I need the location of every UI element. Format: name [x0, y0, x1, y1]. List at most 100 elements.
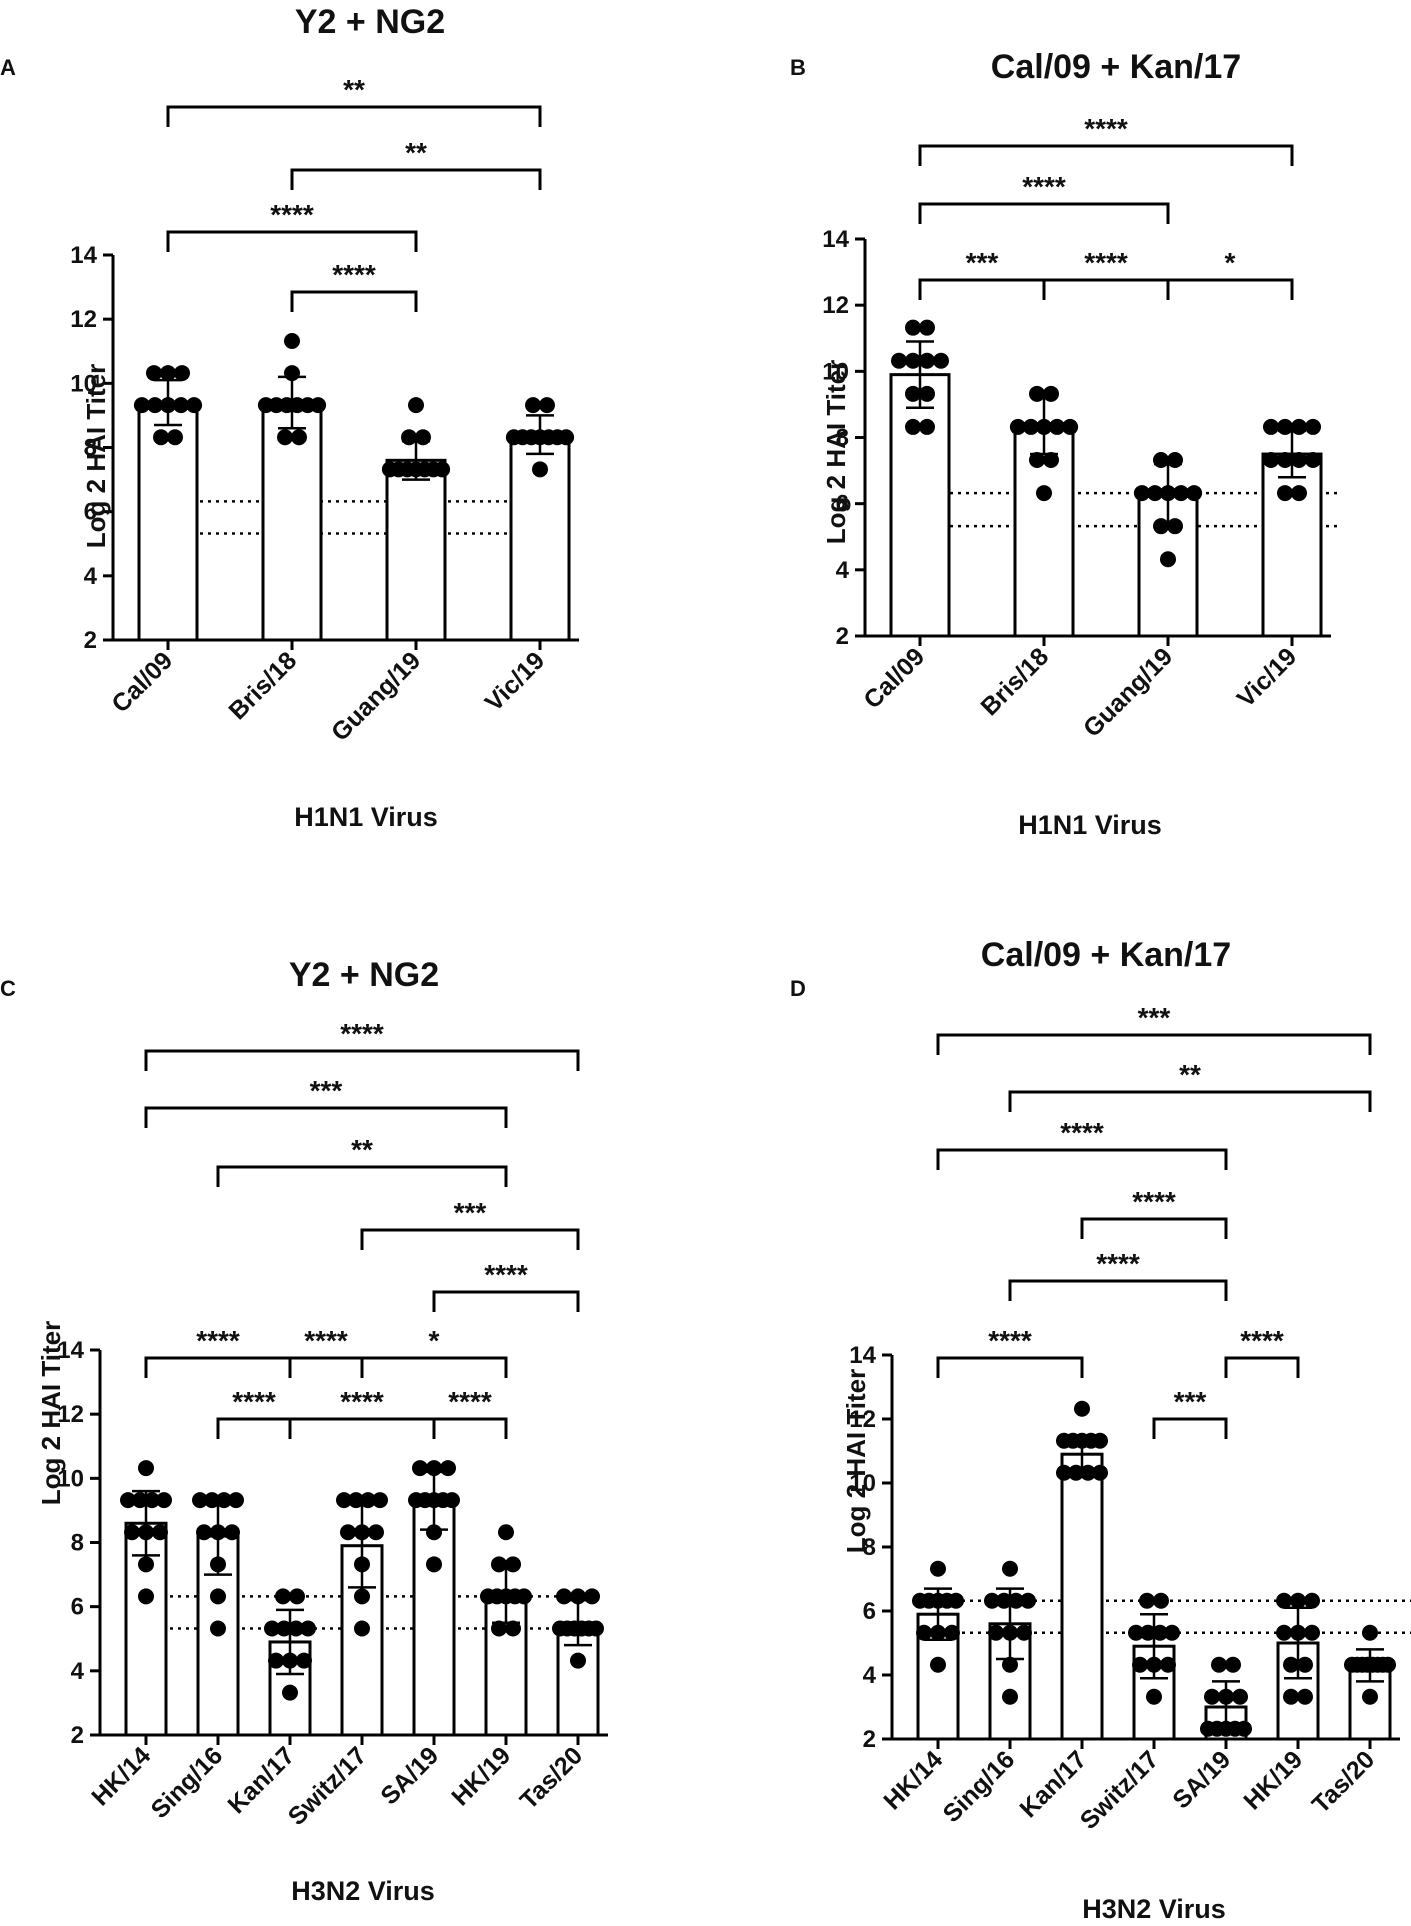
data-point: [1139, 1592, 1155, 1609]
significance-label: ****: [304, 1325, 348, 1356]
data-point: [1276, 1624, 1292, 1641]
bar: [1060, 1452, 1104, 1741]
significance-label: *: [1225, 247, 1236, 278]
significance-label: ***: [454, 1197, 487, 1228]
y-tick-label: 10: [70, 370, 97, 397]
data-point: [1092, 1432, 1108, 1449]
data-point: [588, 1620, 604, 1637]
data-point: [919, 319, 935, 336]
data-point: [1263, 418, 1279, 435]
significance-label: ****: [1132, 1186, 1176, 1217]
data-point: [268, 1652, 284, 1669]
data-point: [1291, 485, 1307, 502]
panel-a-letter: A: [0, 55, 16, 80]
data-point: [1128, 1624, 1144, 1641]
y-tick-label: 6: [863, 1598, 876, 1625]
data-point: [216, 1492, 232, 1509]
significance-label: ****: [196, 1325, 240, 1356]
data-point: [491, 1556, 507, 1573]
significance-bracket: [360, 1356, 508, 1378]
data-point: [1290, 1592, 1306, 1609]
significance-bracket: [360, 1228, 580, 1250]
data-point: [224, 1524, 240, 1541]
data-point: [905, 418, 921, 435]
data-point: [348, 1492, 364, 1509]
data-point: [891, 352, 907, 369]
significance-bracket: [432, 1290, 580, 1312]
data-point: [282, 1652, 298, 1669]
significance-label: ****: [448, 1386, 492, 1417]
data-point: [291, 429, 307, 446]
data-point: [153, 429, 169, 446]
x-tick-label: Vic/19: [480, 646, 551, 717]
x-tick-label: HK/19: [1238, 1745, 1308, 1815]
data-point: [186, 397, 203, 414]
data-point: [1290, 1624, 1306, 1641]
y-tick-label: 6: [84, 499, 97, 526]
data-point: [1276, 1592, 1292, 1609]
data-point: [1160, 1656, 1176, 1673]
data-point: [300, 1620, 316, 1637]
significance-bracket: [918, 144, 1294, 166]
data-point: [276, 1620, 292, 1637]
data-point: [1132, 1656, 1148, 1673]
panel-a-x-axis-label: H1N1 Virus: [294, 802, 438, 832]
y-tick-label: 2: [71, 1722, 84, 1749]
x-tick-label: Vic/19: [1232, 642, 1303, 713]
data-point: [146, 397, 163, 414]
data-point: [275, 1588, 291, 1605]
data-point: [440, 1460, 456, 1477]
data-point: [228, 1492, 244, 1509]
data-point: [1080, 1464, 1096, 1481]
data-point: [1173, 485, 1190, 502]
panel-a: A Y2 + NG2 2 4 6 8 10 12 14 Cal/09 Bris/18 Guang/…: [0, 3, 579, 832]
data-point: [930, 1656, 946, 1673]
data-point: [1002, 1688, 1018, 1705]
data-point: [174, 365, 190, 382]
data-point: [1297, 1656, 1313, 1673]
significance-label: ****: [1060, 1117, 1104, 1148]
data-point: [532, 461, 548, 478]
data-point: [1009, 418, 1026, 435]
data-point: [210, 1556, 226, 1573]
data-point: [1160, 485, 1176, 502]
x-tick-label: HK/14: [878, 1745, 948, 1815]
significance-bracket: [1080, 1217, 1228, 1239]
data-point: [584, 1588, 600, 1605]
significance-label: ****: [1096, 1248, 1140, 1279]
significance-bracket: [216, 1417, 292, 1439]
significance-bracket: [1008, 1279, 1228, 1301]
data-point: [1049, 418, 1066, 435]
significance-bracket: [1152, 1417, 1228, 1439]
data-point: [905, 352, 921, 369]
bar: [385, 458, 447, 642]
data-point: [1146, 1656, 1162, 1673]
data-point: [192, 1492, 208, 1509]
significance-bracket: [144, 1106, 508, 1128]
data-point: [1167, 518, 1183, 535]
panel-b-x-axis-label: H1N1 Virus: [1018, 810, 1162, 840]
data-point: [498, 1524, 514, 1541]
significance-label: *: [429, 1325, 440, 1356]
data-point: [570, 1652, 586, 1669]
significance-bracket: [1042, 278, 1170, 300]
data-point: [368, 1524, 384, 1541]
x-tick-label: Guang/19: [1078, 642, 1178, 742]
data-point: [120, 1492, 136, 1509]
panel-c-y-axis-label: Log 2 HAI Titer: [36, 1321, 66, 1505]
data-point: [905, 385, 921, 402]
data-point: [360, 1492, 376, 1509]
significance-bracket: [936, 1148, 1228, 1170]
data-point: [152, 1524, 168, 1541]
data-point: [1002, 1560, 1018, 1577]
data-point: [1146, 1688, 1162, 1705]
data-point: [354, 1524, 370, 1541]
data-point: [1263, 451, 1279, 468]
data-point: [1146, 485, 1163, 502]
data-point: [1305, 418, 1321, 435]
data-point: [336, 1492, 352, 1509]
significance-label: **: [405, 137, 427, 168]
data-point: [204, 1492, 220, 1509]
y-tick-label: 6: [836, 491, 849, 518]
